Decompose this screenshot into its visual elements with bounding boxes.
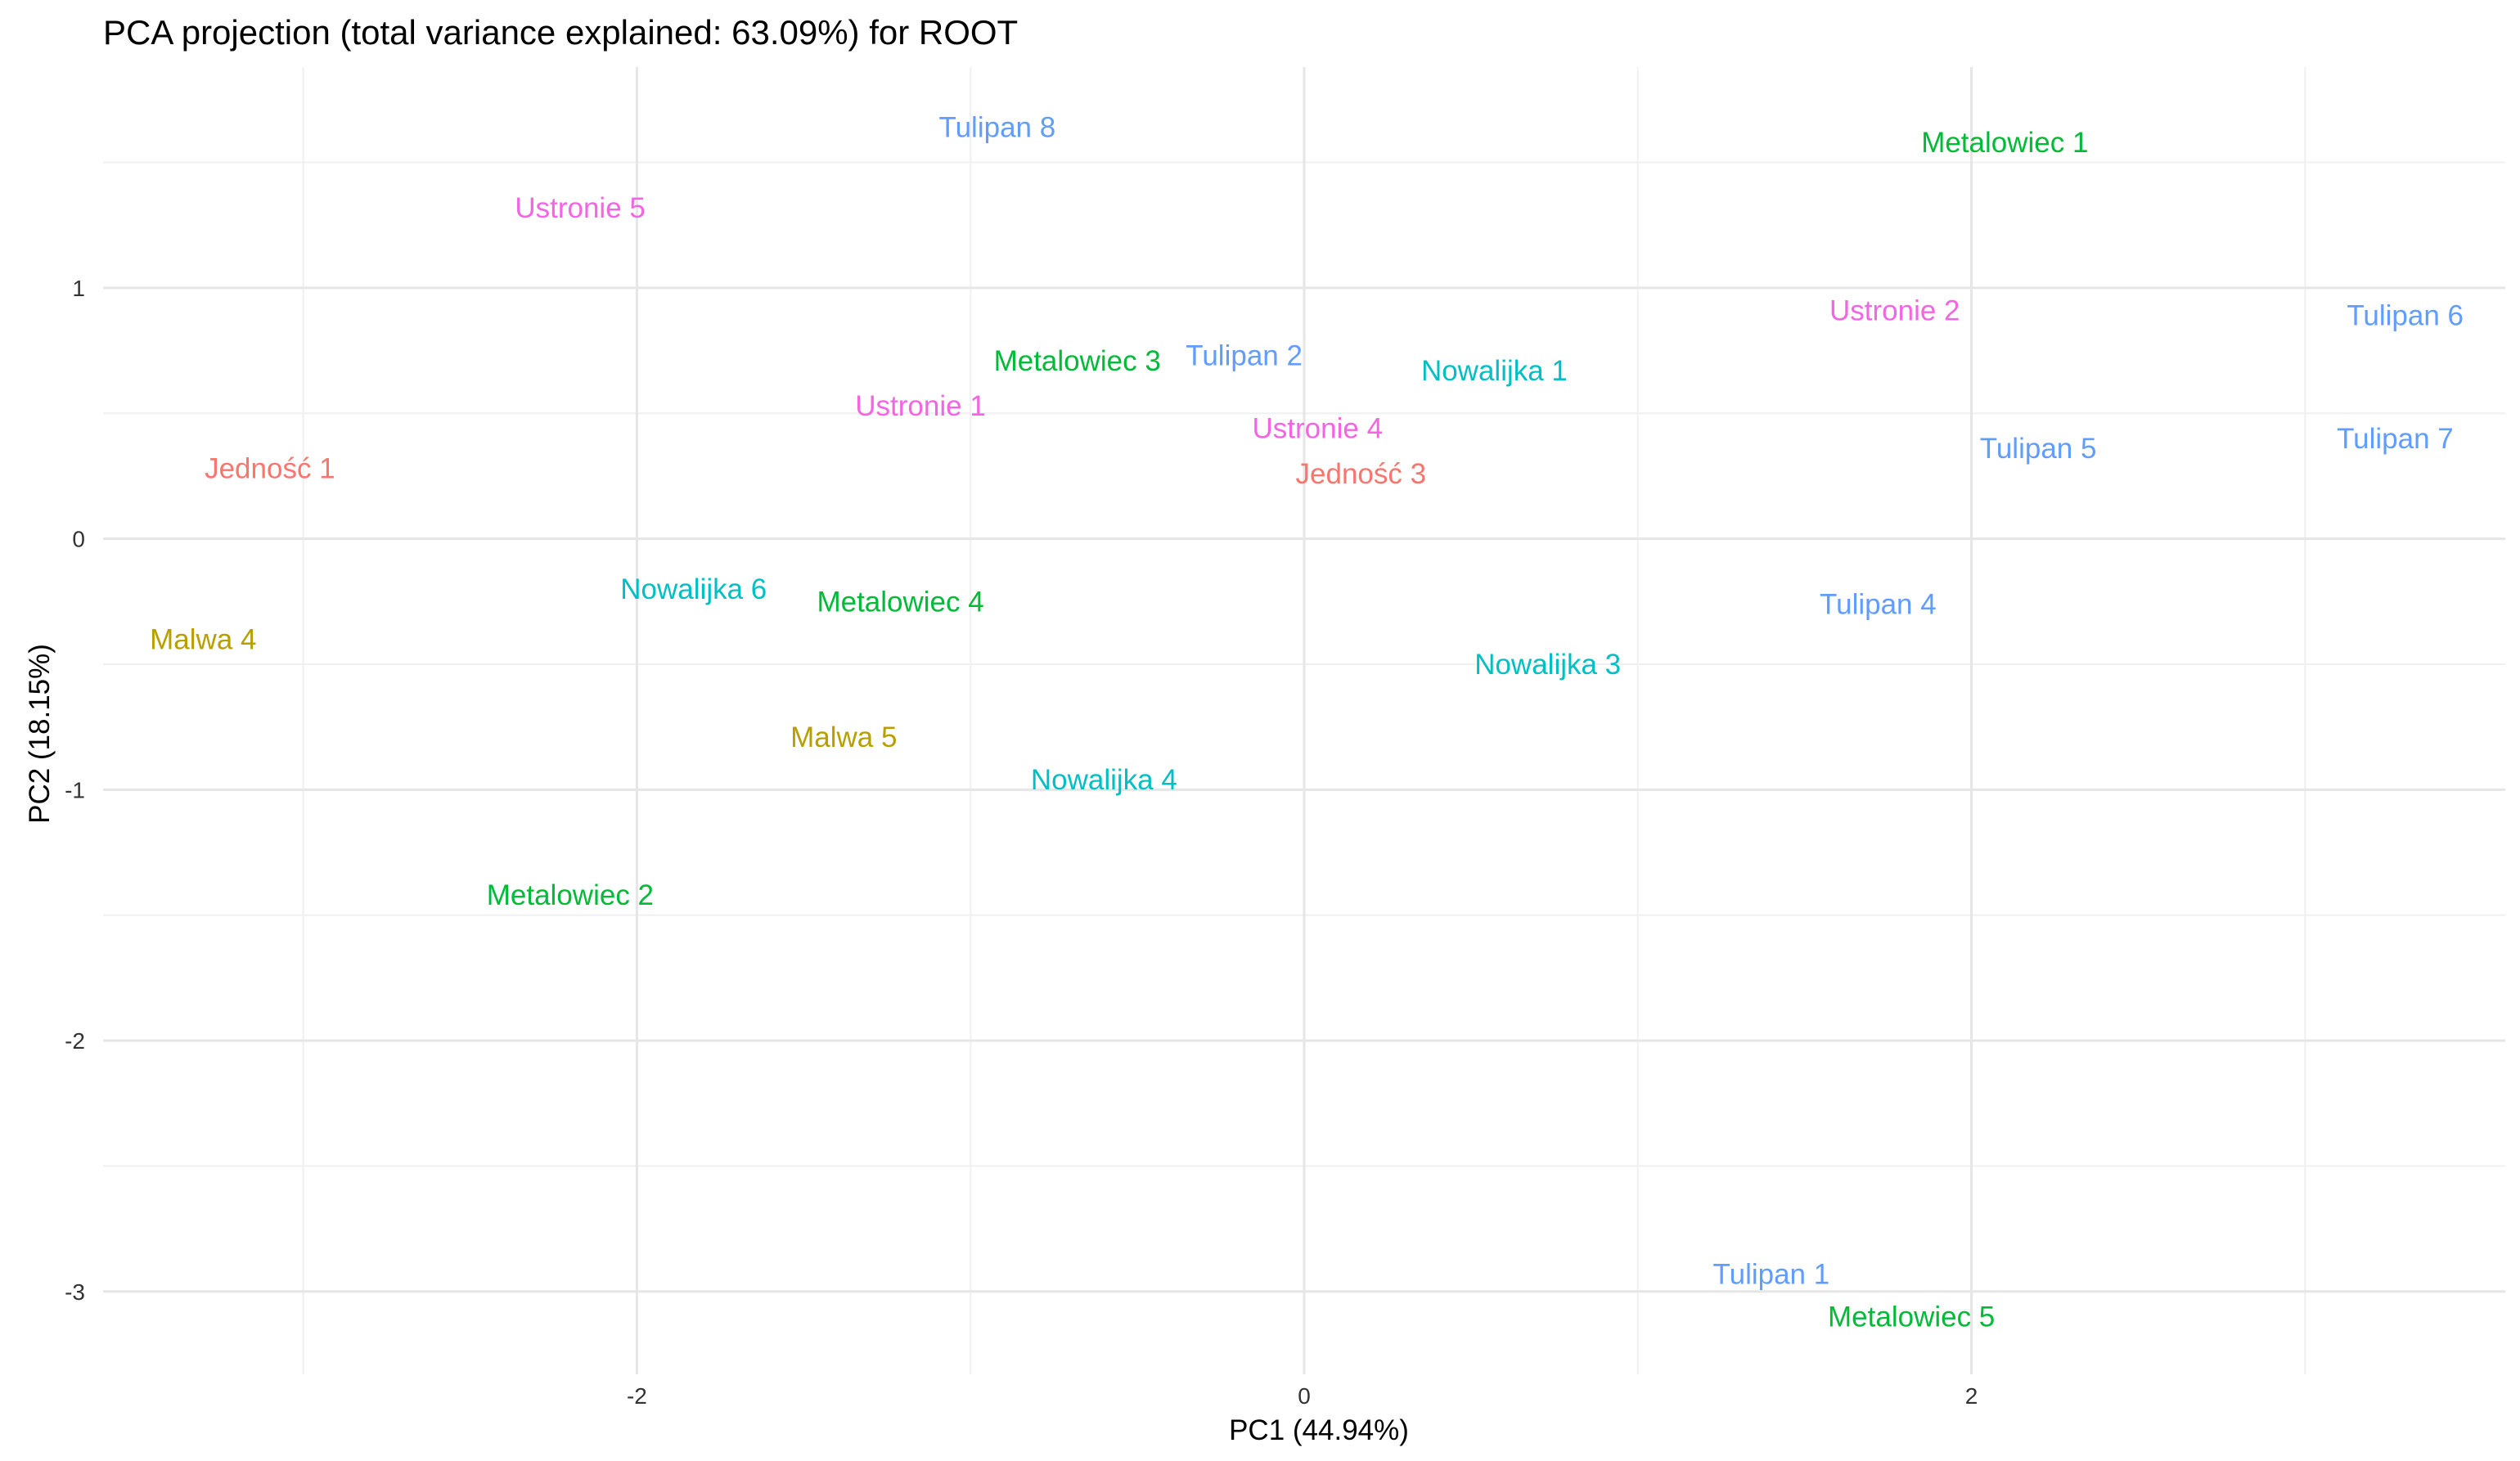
y-tick-label: -1 bbox=[65, 777, 85, 802]
x-tick-label: 0 bbox=[1298, 1383, 1311, 1409]
point-label: Jedność 3 bbox=[1296, 458, 1427, 490]
point-label: Tulipan 7 bbox=[2337, 423, 2454, 455]
point-label: Ustronie 2 bbox=[1829, 295, 1960, 327]
point-label: Ustronie 1 bbox=[855, 390, 986, 422]
point-label: Tulipan 5 bbox=[1980, 433, 2097, 465]
point-label: Metalowiec 1 bbox=[1921, 127, 2088, 159]
y-tick-label: -2 bbox=[65, 1028, 85, 1054]
chart-title: PCA projection (total variance explained… bbox=[103, 13, 1018, 52]
point-label: Tulipan 4 bbox=[1820, 588, 1937, 620]
point-label: Tulipan 6 bbox=[2347, 300, 2464, 332]
point-label: Nowalijka 4 bbox=[1031, 764, 1177, 796]
y-tick-label: 1 bbox=[72, 276, 85, 301]
point-label: Metalowiec 2 bbox=[487, 879, 654, 911]
point-label: Nowalijka 6 bbox=[620, 573, 767, 605]
point-label: Tulipan 2 bbox=[1186, 340, 1303, 372]
y-axis-title: PC2 (18.15%) bbox=[24, 644, 56, 824]
point-label: Tulipan 1 bbox=[1713, 1258, 1830, 1290]
point-label: Metalowiec 5 bbox=[1828, 1301, 1995, 1333]
x-axis-title: PC1 (44.94%) bbox=[1229, 1414, 1409, 1446]
point-label: Nowalijka 3 bbox=[1474, 649, 1621, 681]
point-label: Malwa 4 bbox=[150, 623, 256, 655]
point-label: Nowalijka 1 bbox=[1421, 355, 1568, 387]
point-label: Metalowiec 4 bbox=[817, 586, 983, 618]
point-label: Ustronie 5 bbox=[515, 192, 646, 224]
point-label: Malwa 5 bbox=[790, 722, 897, 753]
point-labels: Jedność 1 Jedność 3 Malwa 4 Malwa 5 Metalowi… bbox=[150, 112, 2464, 1333]
x-tick-label: 2 bbox=[1965, 1383, 1978, 1409]
x-tick-label: -2 bbox=[627, 1383, 647, 1409]
grid bbox=[103, 67, 2505, 1374]
axis-ticks: -2 0 2 -3 -2 -1 0 1 bbox=[65, 276, 1978, 1409]
point-label: Ustronie 4 bbox=[1253, 413, 1384, 445]
point-label: Tulipan 8 bbox=[939, 112, 1056, 144]
y-tick-label: -3 bbox=[65, 1279, 85, 1305]
point-label: Metalowiec 3 bbox=[994, 345, 1161, 377]
y-tick-label: 0 bbox=[72, 527, 85, 552]
point-label: Jedność 1 bbox=[205, 453, 335, 485]
